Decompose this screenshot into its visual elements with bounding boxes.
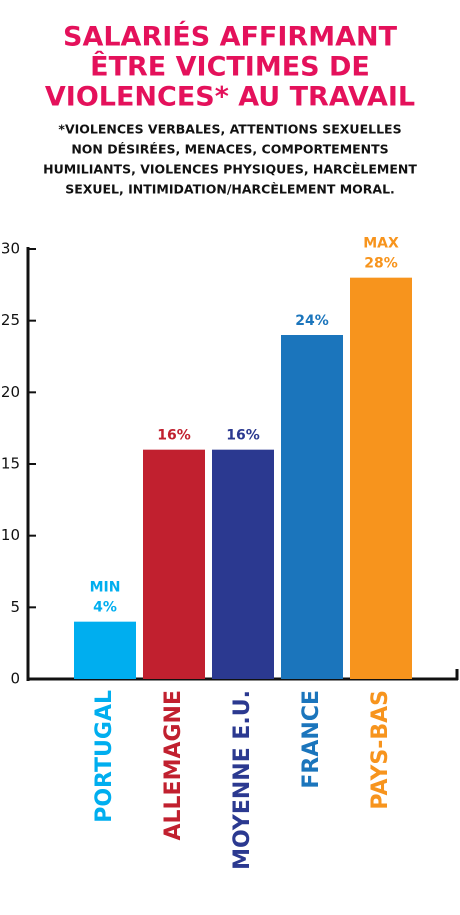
- x-tick-label: FRANCE: [299, 690, 324, 789]
- value-label: 16%: [226, 428, 260, 444]
- y-tick-label: 10: [1, 526, 20, 544]
- bar: [143, 449, 205, 679]
- value-label: 24%: [295, 313, 329, 329]
- x-tick-label: PAYS-BAS: [368, 690, 393, 810]
- x-tick-label: MOYENNE E.U.: [230, 690, 255, 870]
- y-tick-label: 0: [10, 670, 20, 688]
- chart-title: VIOLENCES* AU TRAVAIL: [45, 82, 415, 113]
- chart-title: ÊTRE VICTIMES DE: [90, 51, 370, 83]
- x-tick-label: ALLEMAGNE: [161, 690, 186, 841]
- y-tick-label: 5: [10, 598, 20, 616]
- bar: [281, 335, 343, 679]
- bar: [212, 449, 274, 679]
- chart-subtitle: HUMILIANTS, VIOLENCES PHYSIQUES, HARCÈLE…: [43, 162, 417, 177]
- y-tick-label: 30: [1, 240, 20, 258]
- x-tick-label: PORTUGAL: [92, 690, 117, 823]
- chart-title: SALARIÉS AFFIRMANT: [63, 21, 398, 53]
- bar: [350, 277, 412, 679]
- value-label: 28%: [364, 256, 398, 272]
- annotation: MAX: [363, 236, 399, 252]
- value-label: 4%: [93, 600, 117, 616]
- y-tick-label: 15: [1, 455, 20, 473]
- bar: [74, 621, 136, 679]
- annotation: MIN: [90, 580, 121, 596]
- chart-subtitle: NON DÉSIRÉES, MENACES, COMPORTEMENTS: [71, 142, 388, 157]
- chart-subtitle: *VIOLENCES VERBALES, ATTENTIONS SEXUELLE…: [58, 122, 401, 137]
- y-tick-label: 25: [1, 311, 20, 329]
- y-tick-label: 20: [1, 383, 20, 401]
- chart-subtitle: SEXUEL, INTIMIDATION/HARCÈLEMENT MORAL.: [65, 182, 395, 197]
- value-label: 16%: [157, 428, 191, 444]
